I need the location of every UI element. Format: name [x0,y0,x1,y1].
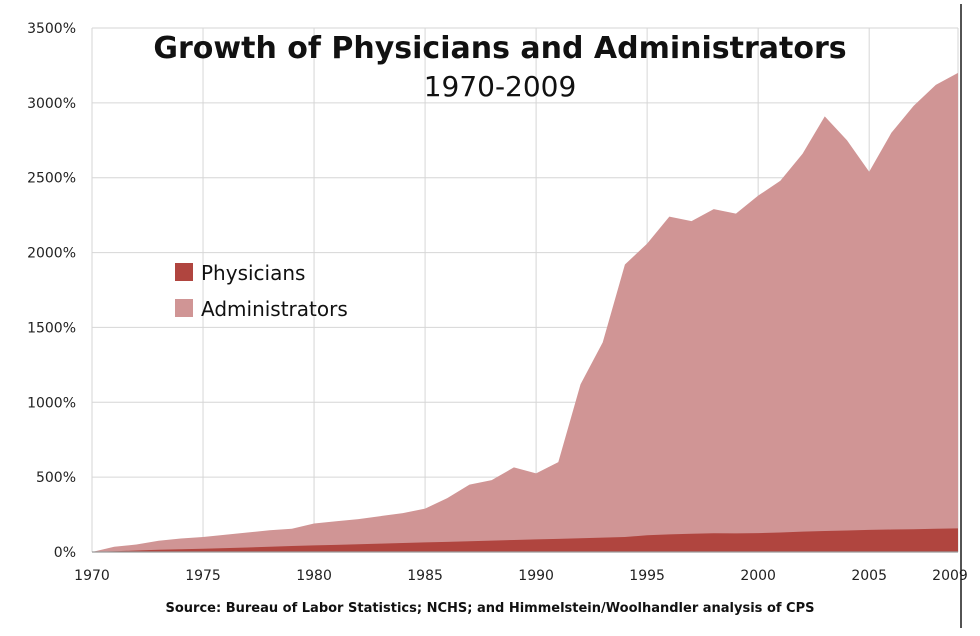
series-areas [92,72,958,553]
y-tick-label: 500% [36,470,76,486]
y-tick-label: 2500% [27,171,76,187]
x-tick-label: 1990 [518,568,554,584]
x-tick-label: 2009 [932,568,968,584]
y-tick-label: 0% [54,545,76,561]
chart-title: Growth of Physicians and Administrators [153,31,846,66]
area-physicians [92,528,958,552]
legend-label-administrators: Administrators [201,297,348,321]
area-administrators [92,72,958,553]
x-tick-label: 1980 [296,568,332,584]
x-tick-label: 1985 [407,568,443,584]
legend-swatch-physicians [175,263,193,281]
y-tick-label: 1000% [27,395,76,411]
x-tick-label: 1970 [74,568,110,584]
axes: 0% 500% 1000% 1500% 2000% 2500% 3000% 3500% 1970… [27,21,968,584]
x-tick-label: 2000 [740,568,776,584]
y-tick-label: 3000% [27,96,76,112]
chart-subtitle: 1970-2009 [424,70,577,103]
y-tick-label: 3500% [27,21,76,37]
legend-label-physicians: Physicians [201,261,305,285]
legend: Physicians Administrators [175,261,348,321]
x-tick-label: 1995 [629,568,665,584]
y-tick-label: 1500% [27,320,76,336]
legend-swatch-administrators [175,299,193,317]
source-note: Source: Bureau of Labor Statistics; NCHS… [166,601,815,616]
y-tick-label: 2000% [27,246,76,262]
x-tick-label: 1975 [185,568,221,584]
x-tick-label: 2005 [851,568,887,584]
